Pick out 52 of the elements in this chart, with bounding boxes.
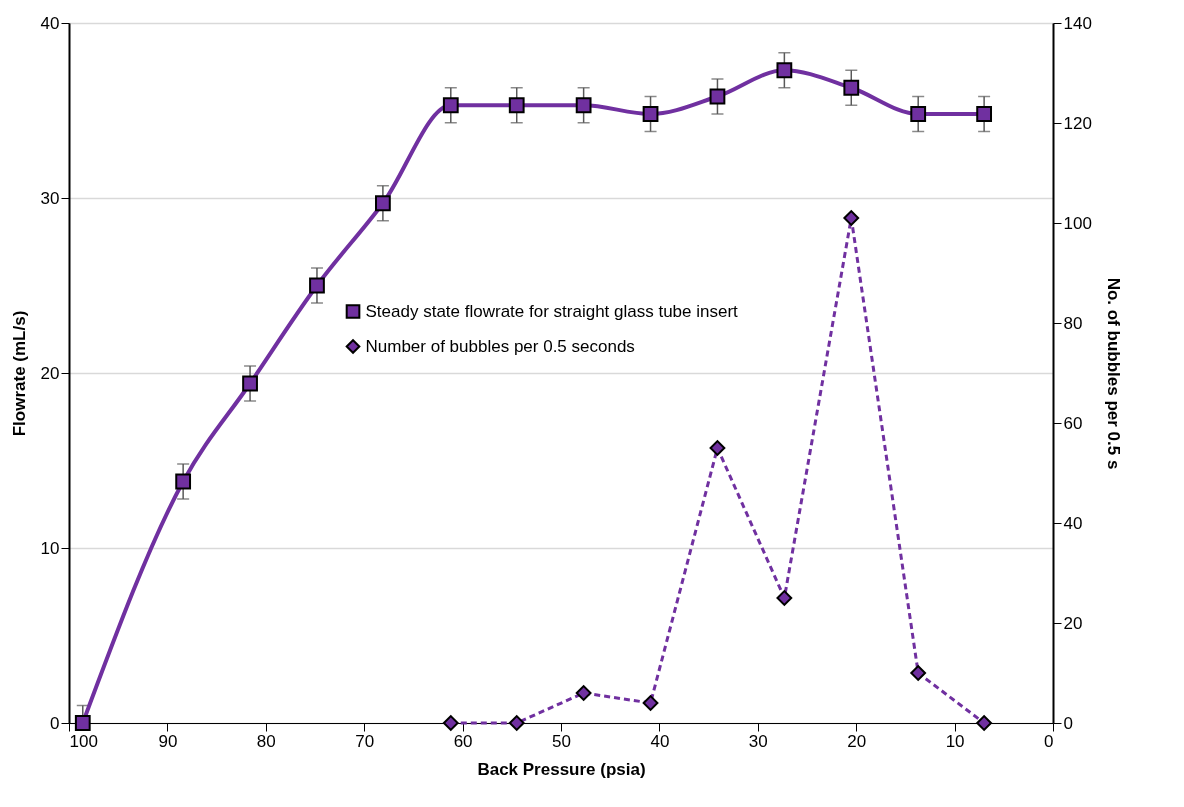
x-tick-label: 100 xyxy=(69,731,98,751)
y-tick-label: 20 xyxy=(40,363,60,383)
point xyxy=(709,440,726,456)
y2-tick-label: 80 xyxy=(1063,313,1083,333)
y2-axis-title: No. of bubbles per 0.5 s xyxy=(1103,277,1123,470)
y2-tick-label: 20 xyxy=(1063,613,1083,633)
x-tick-label: 80 xyxy=(256,731,276,751)
y2-tick-label: 40 xyxy=(1063,513,1083,533)
point xyxy=(843,210,860,226)
point xyxy=(242,375,258,392)
x-tick-label: 70 xyxy=(355,731,375,751)
y-tick-label: 40 xyxy=(40,13,60,33)
legend-label: Number of bubbles per 0.5 seconds xyxy=(365,336,635,356)
y2-tick-label: 140 xyxy=(1063,13,1092,33)
point xyxy=(442,715,459,731)
y2-tick-label: 100 xyxy=(1063,213,1092,233)
point xyxy=(74,715,91,731)
x-tick-label: 0 xyxy=(1044,731,1054,751)
y-tick-label: 0 xyxy=(50,713,60,733)
point xyxy=(575,97,592,114)
y-tick-label: 10 xyxy=(40,538,60,558)
point xyxy=(976,715,993,731)
point xyxy=(508,97,525,114)
point xyxy=(375,195,391,212)
point xyxy=(910,106,927,122)
x-tick-label: 90 xyxy=(158,731,178,751)
point xyxy=(843,79,860,96)
x-tick-label: 50 xyxy=(552,731,571,751)
x-tick-label: 40 xyxy=(650,731,670,751)
point xyxy=(508,715,525,731)
point xyxy=(175,473,192,490)
x-tick-label: 20 xyxy=(847,731,867,751)
y2-tick-label: 60 xyxy=(1063,413,1083,433)
y2-tick-label: 120 xyxy=(1063,113,1092,133)
point xyxy=(642,106,659,122)
x-axis-title: Back Pressure (psia) xyxy=(477,759,646,779)
y-tick-label: 30 xyxy=(40,188,60,208)
x-tick-label: 60 xyxy=(453,731,473,751)
x-tick-label: 30 xyxy=(748,731,768,751)
point xyxy=(309,277,325,294)
y2-tick-label: 0 xyxy=(1063,713,1073,733)
point xyxy=(442,97,459,114)
point xyxy=(776,62,793,79)
point xyxy=(776,590,793,606)
y-axis-title: Flowrate (mL/s) xyxy=(9,310,29,437)
x-tick-label: 10 xyxy=(945,731,965,751)
point xyxy=(642,695,659,711)
point xyxy=(575,685,592,701)
point xyxy=(709,88,726,105)
point xyxy=(976,106,993,122)
point xyxy=(910,665,927,681)
legend-label: Steady state flowrate for straight glass tube insert xyxy=(365,301,739,321)
